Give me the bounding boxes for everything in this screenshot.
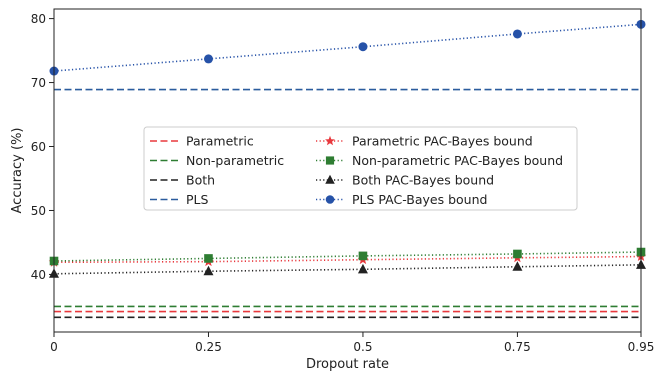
legend-label-parametric: Parametric <box>186 134 254 149</box>
y-tick-label: 40 <box>31 268 46 282</box>
legend-label-pls: PLS <box>186 192 209 207</box>
legend-marker-both-pac-bayes-bound <box>325 174 335 184</box>
data-point-both-pac-bayes-bound <box>512 261 523 271</box>
data-point-non-parametric-pac-bayes-bound <box>513 249 522 259</box>
y-axis-label: Accuracy (%) <box>10 128 25 214</box>
x-tick-label: 0 <box>50 340 58 354</box>
data-point-non-parametric-pac-bayes-bound <box>358 251 368 261</box>
x-tick-label: 0.75 <box>504 340 531 354</box>
series-line-pls-pac-bayes-bound <box>53 23 642 72</box>
legend: Parametric Non-parametric Both PLS Parametri… <box>143 126 578 211</box>
legend-marker-parametric-pac-bayes-bound <box>325 135 335 146</box>
legend-label-both-pac-bayes-bound: Both PAC-Bayes bound <box>352 173 494 188</box>
data-point-pls-pac-bayes-bound <box>512 29 522 39</box>
data-point-both-pac-bayes-bound <box>203 265 214 276</box>
legend-label-both: Both <box>186 173 215 188</box>
legend-marker-non-parametric-pac-bayes-bound <box>325 156 335 165</box>
legend-label-non-parametric-pac-bayes-bound: Non-parametric PAC-Bayes bound <box>352 153 563 168</box>
data-point-pls-pac-bayes-bound <box>203 54 213 64</box>
y-tick-label: 70 <box>31 76 46 90</box>
data-point-both-pac-bayes-bound <box>357 263 368 274</box>
series-line-non-parametric-pac-bayes-bound <box>53 251 642 262</box>
legend-label-non-parametric: Non-parametric <box>186 153 284 168</box>
x-tick-label: 0.25 <box>195 340 222 354</box>
plot-frame <box>53 8 642 333</box>
y-axis-ticks: 40 50 60 70 80 <box>31 12 54 282</box>
x-tick-label: 0.5 <box>353 340 372 354</box>
x-tick-label: 0.95 <box>628 340 654 354</box>
y-tick-label: 60 <box>31 140 46 154</box>
legend-box <box>143 126 578 211</box>
x-axis-ticks: 0 0.25 0.5 0.75 0.95 <box>50 332 654 354</box>
legend-label-pls-pac-bayes-bound: PLS PAC-Bayes bound <box>352 192 487 207</box>
legend-marker-pls-pac-bayes-bound <box>325 195 335 204</box>
y-tick-label: 80 <box>31 12 46 26</box>
data-point-non-parametric-pac-bayes-bound <box>204 254 213 263</box>
data-point-pls-pac-bayes-bound <box>358 42 368 52</box>
y-tick-label: 50 <box>31 204 46 218</box>
series-line-both-pac-bayes-bound <box>53 264 642 275</box>
series-line-parametric-pac-bayes-bound <box>53 255 642 264</box>
legend-label-parametric-pac-bayes-bound: Parametric PAC-Bayes bound <box>352 134 533 149</box>
x-axis-label: Dropout rate <box>306 357 389 372</box>
